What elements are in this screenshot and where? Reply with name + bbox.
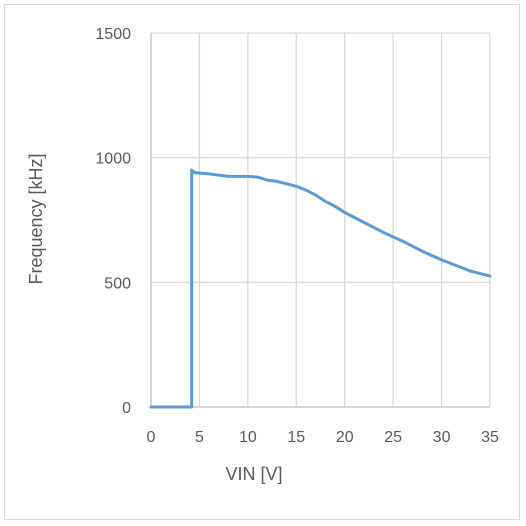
y-tick-label-1000: 1000: [95, 151, 131, 168]
axes: [150, 33, 490, 408]
x-tick-label-10: 10: [239, 429, 257, 446]
x-tick-label-35: 35: [481, 429, 499, 446]
y-tick-label-0: 0: [122, 400, 131, 417]
line-chart: 0 5 10 15 20 25 30 35 0 500 1000 1500 VIN [V] Frequ…: [26, 26, 499, 484]
x-tick-label-15: 15: [287, 429, 305, 446]
x-tick-label-20: 20: [336, 429, 354, 446]
gridlines: [151, 32, 491, 407]
tick-labels: 0 5 10 15 20 25 30 35 0 500 1000 1500: [95, 26, 499, 446]
chart-frame: 0 5 10 15 20 25 30 35 0 500 1000 1500 VIN [V] Frequ…: [4, 4, 520, 520]
series-line-0: [149, 168, 492, 409]
x-tick-label-0: 0: [147, 429, 156, 446]
x-tick-label-30: 30: [433, 429, 451, 446]
x-tick-label-5: 5: [195, 429, 204, 446]
x-axis-title: VIN [V]: [225, 464, 282, 484]
x-tick-label-25: 25: [384, 429, 402, 446]
series-group: [149, 168, 492, 409]
y-tick-label-500: 500: [104, 275, 131, 292]
y-tick-label-1500: 1500: [95, 26, 131, 43]
y-axis-title: Frequency [kHz]: [26, 153, 46, 284]
